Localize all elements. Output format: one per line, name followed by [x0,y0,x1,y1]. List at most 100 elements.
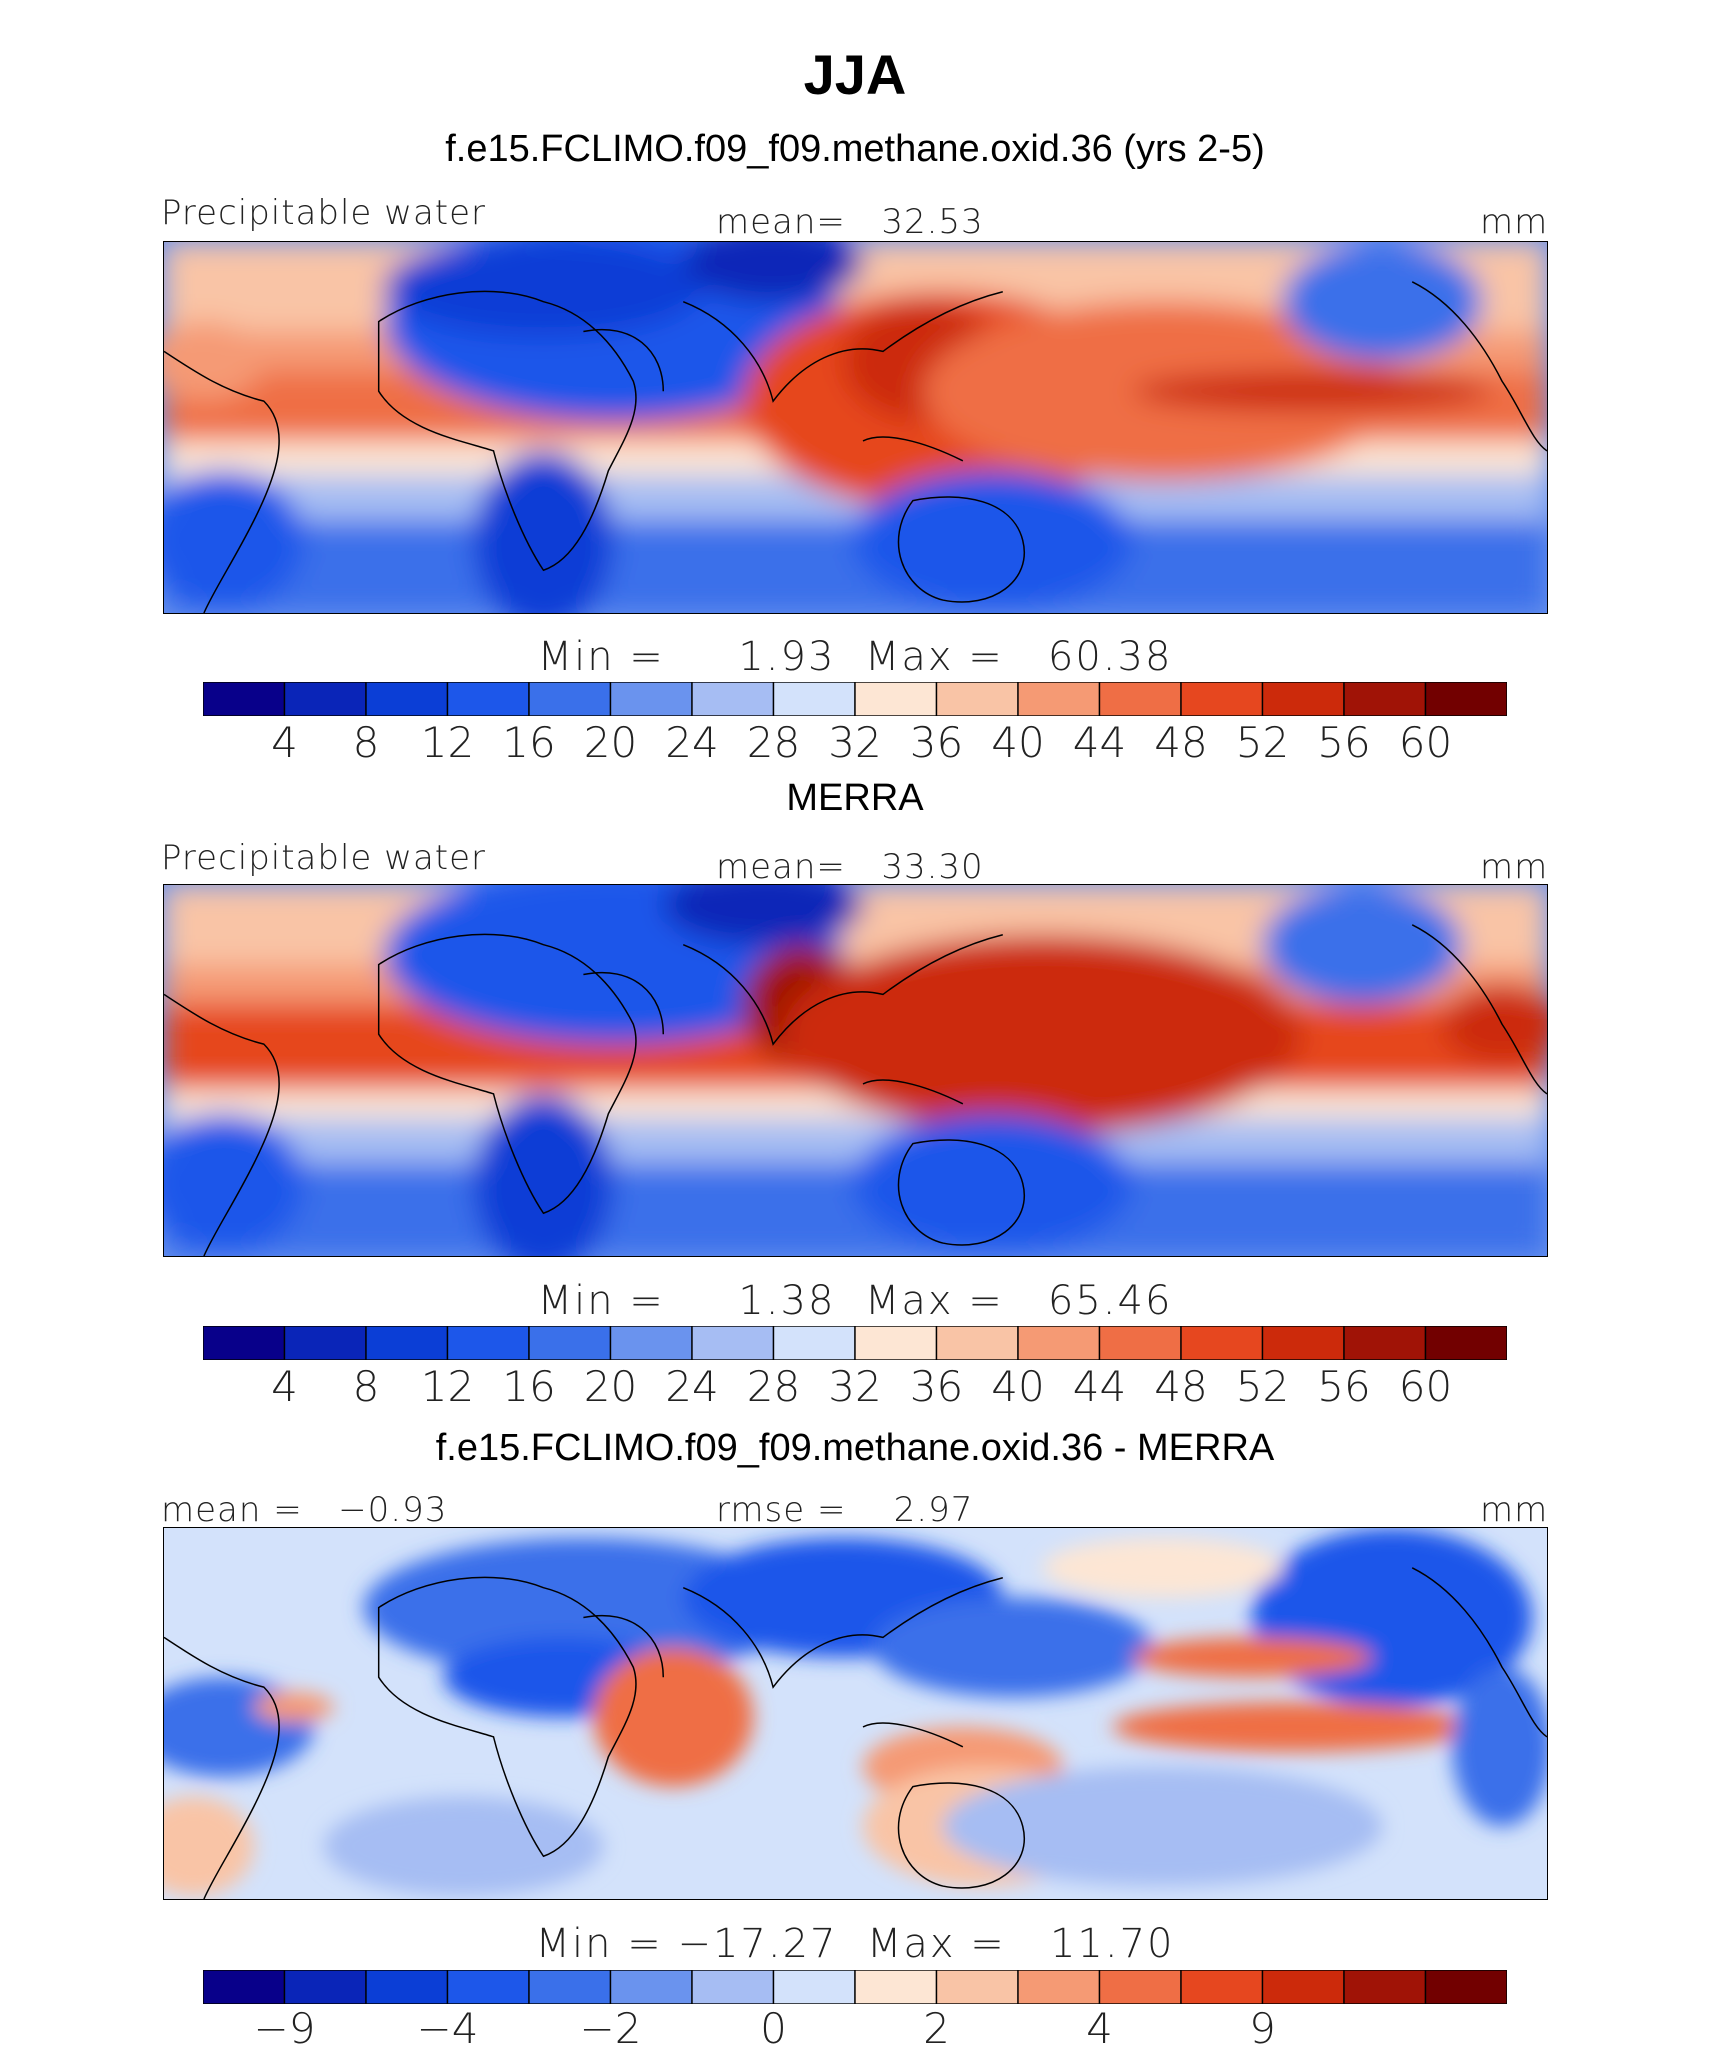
colorbar-3-box-8 [772,1970,856,2004]
panel-2-colorbar-svg [203,1326,1507,1360]
colorbar-3-box-1 [203,1970,286,2004]
colorbar-1-box-13 [1180,682,1264,716]
colorbar-2-box-15 [1343,1326,1427,1360]
panel-1-mean-label: mean= 32.53 [716,202,984,242]
panel-1-colorbar-svg [203,682,1507,716]
panel-1-map [163,241,1548,614]
colorbar-3-box-15 [1343,1970,1427,2004]
colorbar-3-box-14 [1261,1970,1345,2004]
colorbar-3-box-16 [1424,1970,1507,2004]
panel-1-variable-label: Precipitable water [161,193,487,233]
colorbar-3-tick-label: −9 [253,2004,316,2053]
colorbar-2-tick-label: 44 [1072,1362,1127,1411]
colorbar-2-box-9 [854,1326,938,1360]
panel-2-colorbar-ticks: 4 8 12 16 20 24 28 32 36 40 44 48 52 56 60 [203,1362,1507,1414]
panel-2-map-svg [164,885,1547,1256]
colorbar-2-tick-label: 8 [352,1362,380,1411]
colorbar-2-tick-label: 52 [1235,1362,1290,1411]
panel-3-mean-label: mean = −0.93 [161,1490,448,1530]
colorbar-2-tick-label: 16 [502,1362,556,1411]
colorbar-2-box-6 [609,1326,693,1360]
panel-3-map-svg [164,1528,1547,1899]
colorbar-2-box-3 [365,1326,449,1360]
colorbar-2-box-14 [1261,1326,1345,1360]
colorbar-3-box-3 [365,1970,449,2004]
panel-2-minmax: Min = 1.38 Max = 65.46 [537,1278,1173,1324]
panel-3-colorbar [203,1970,1507,2004]
panel-2-map [163,884,1548,1257]
panel-2-units-label: mm [1480,847,1549,887]
figure-title: JJA [803,43,907,106]
panel-3-minmax: Min = −17.27 Max = 11.70 [535,1921,1175,1967]
colorbar-1-box-4 [446,682,530,716]
colorbar-3-box-9 [854,1970,938,2004]
colorbar-3-box-5 [528,1970,612,2004]
colorbar-1-tick-label: 40 [991,718,1045,767]
colorbar-3-box-2 [283,1970,367,2004]
colorbar-1-tick-label: 4 [271,718,298,767]
panel-3-map [163,1527,1548,1900]
panel-2-colorbar [203,1326,1507,1360]
colorbar-2-tick-label: 28 [746,1362,801,1411]
colorbar-1-tick-label: 12 [420,718,475,767]
panel-3-colorbar-ticks: −9 −4 −2 0 2 4 9 [203,2004,1507,2056]
panel-1-map-svg [164,242,1547,613]
colorbar-2-tick-label: 32 [828,1362,882,1411]
colorbar-1-tick-label: 32 [828,718,882,767]
colorbar-1-box-9 [854,682,938,716]
colorbar-3-tick-label: −2 [579,2004,642,2053]
colorbar-2-tick-label: 60 [1398,1362,1453,1411]
colorbar-1-tick-label: 24 [665,718,719,767]
panel-3-units-label: mm [1480,1490,1549,1530]
colorbar-1-tick-label: 16 [502,718,556,767]
colorbar-1-tick-label: 20 [583,718,638,767]
panel-2-mean-label: mean= 33.30 [716,847,984,887]
colorbar-3-tick-label: 9 [1249,2004,1276,2053]
panel-2-coastlines [164,924,1547,1256]
panel-1-coastlines [164,281,1547,613]
panel-1-minmax: Min = 1.93 Max = 60.38 [537,634,1173,680]
colorbar-2-box-8 [772,1326,856,1360]
colorbar-3-tick-label: 2 [923,2004,950,2053]
colorbar-3-box-10 [935,1970,1019,2004]
colorbar-3-box-13 [1180,1970,1264,2004]
panel-3-coastlines [164,1567,1547,1899]
colorbar-2-tick-label: 4 [271,1362,298,1411]
colorbar-3-box-12 [1098,1970,1182,2004]
colorbar-1-box-6 [609,682,693,716]
colorbar-2-box-10 [935,1326,1019,1360]
panel-1-title: f.e15.FCLIMO.f09_f09.methane.oxid.36 (yr… [445,128,1265,170]
colorbar-2-tick-label: 36 [909,1362,964,1411]
colorbar-1-box-1 [203,682,286,716]
panel-2-variable-label: Precipitable water [161,838,487,878]
colorbar-3-tick-label: 4 [1086,2004,1113,2053]
colorbar-2-box-16 [1424,1326,1507,1360]
colorbar-2-box-5 [528,1326,612,1360]
colorbar-1-box-14 [1261,682,1345,716]
panel-1-colorbar-ticks: 4 8 12 16 20 24 28 32 36 40 44 48 52 56 60 [203,718,1507,770]
colorbar-1-box-3 [365,682,449,716]
colorbar-2-tick-label: 48 [1154,1362,1208,1411]
colorbar-2-box-2 [283,1326,367,1360]
panel-3-colorbar-svg [203,1970,1507,2004]
colorbar-2-tick-label: 20 [583,1362,638,1411]
colorbar-2-tick-label: 56 [1317,1362,1371,1411]
panel-2-title: MERRA [786,777,924,819]
colorbar-1-box-7 [691,682,775,716]
colorbar-2-box-12 [1098,1326,1182,1360]
colorbar-1-box-5 [528,682,612,716]
colorbar-1-box-2 [283,682,367,716]
panel-3-rmse-label: rmse = 2.97 [716,1490,974,1530]
colorbar-1-tick-label: 60 [1398,718,1453,767]
colorbar-3-box-6 [609,1970,693,2004]
colorbar-1-box-16 [1424,682,1507,716]
panel-1-units-label: mm [1480,202,1549,242]
colorbar-2-box-13 [1180,1326,1264,1360]
colorbar-1-box-15 [1343,682,1427,716]
colorbar-1-tick-label: 44 [1072,718,1127,767]
colorbar-2-box-4 [446,1326,530,1360]
colorbar-2-tick-label: 24 [665,1362,719,1411]
colorbar-3-tick-label: 0 [760,2004,787,2053]
colorbar-1-box-8 [772,682,856,716]
colorbar-1-tick-label: 8 [352,718,380,767]
